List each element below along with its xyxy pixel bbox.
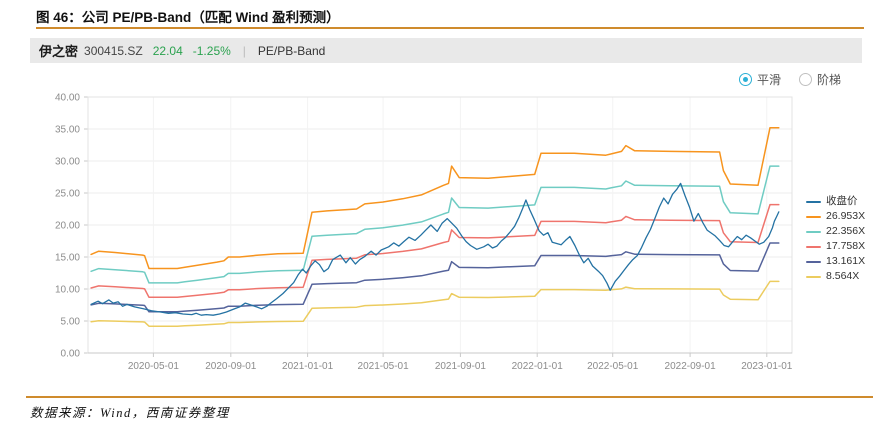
legend-item[interactable]: 收盘价 [806,196,865,207]
stock-change-percent: -1.25% [192,43,231,58]
svg-text:2023-01-01: 2023-01-01 [741,361,793,372]
svg-text:10.00: 10.00 [55,285,80,296]
radio-circle-icon[interactable] [798,73,812,86]
svg-text:2020-09-01: 2020-09-01 [205,361,257,372]
legend-item[interactable]: 8.564X [806,271,865,282]
stock-price: 22.04 [152,43,183,58]
title-divider [36,27,864,29]
svg-text:2022-09-01: 2022-09-01 [665,361,717,372]
svg-text:25.00: 25.00 [55,189,80,200]
radio-option-unselected[interactable]: 阶梯 [798,71,841,88]
stock-info-bar: 伊之密 300415.SZ 22.04 -1.25% | PE/PB-Band [30,38,862,63]
svg-text:35.00: 35.00 [55,125,80,136]
legend-line-swatch [806,215,821,218]
svg-text:2021-01-01: 2021-01-01 [282,361,334,372]
svg-text:2022-05-01: 2022-05-01 [587,361,639,372]
legend-item[interactable]: 13.161X [806,256,865,267]
bar-separator: | [242,43,246,58]
legend-item[interactable]: 22.356X [806,226,865,237]
svg-text:30.00: 30.00 [55,157,80,168]
legend-item[interactable]: 17.758X [806,241,865,252]
legend-label: 收盘价 [826,195,858,207]
svg-text:0.00: 0.00 [61,349,81,360]
legend-line-swatch [806,260,821,263]
legend-line-swatch [806,245,821,248]
svg-text:2021-05-01: 2021-05-01 [358,361,410,372]
legend-label: 26.953X [826,210,866,222]
radio-option-selected[interactable]: 平滑 [738,71,781,88]
figure-title: 图 46：公司 PE/PB-Band（匹配 Wind 盈利预测） [36,10,340,25]
chart-legend: 收盘价 26.953X 22.356X 17.758X 13.161X 8.564X [806,196,865,282]
legend-item[interactable]: 26.953X [806,211,865,222]
legend-label: 8.564X [826,270,860,282]
legend-label: 17.758X [826,240,866,252]
legend-line-swatch [806,275,821,278]
radio-label: 平滑 [756,73,781,87]
svg-text:5.00: 5.00 [61,317,81,328]
svg-text:40.00: 40.00 [55,93,80,104]
legend-line-swatch [806,230,821,233]
source-divider [26,396,873,398]
legend-label: 22.356X [826,225,866,237]
stock-name: 伊之密 [39,44,79,59]
svg-text:2020-05-01: 2020-05-01 [128,361,180,372]
legend-line-swatch [806,200,821,203]
svg-text:2022-01-01: 2022-01-01 [512,361,564,372]
radio-circle-icon[interactable] [738,73,752,86]
radio-label: 阶梯 [816,73,841,87]
svg-text:20.00: 20.00 [55,221,80,232]
line-mode-controls: 平滑 阶梯 [738,71,841,88]
pe-band-chart-plot: 0.00 5.00 10.00 15.00 20.00 25.00 30.00 35.00 40… [55,93,793,373]
chart-view-label: PE/PB-Band [257,43,326,58]
stock-code: 300415.SZ [84,43,143,58]
data-source-note: 数据来源：Wind，西南证券整理 [30,406,230,420]
svg-text:2021-09-01: 2021-09-01 [435,361,487,372]
svg-text:15.00: 15.00 [55,253,80,264]
legend-label: 13.161X [826,255,866,267]
